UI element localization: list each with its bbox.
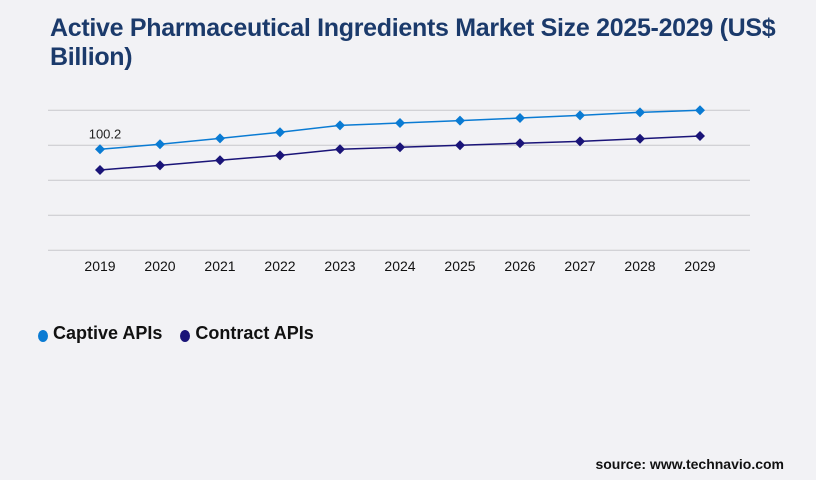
data-point bbox=[695, 131, 705, 142]
data-point bbox=[95, 164, 105, 175]
x-tick-label: 2019 bbox=[84, 258, 115, 274]
x-tick-label: 2026 bbox=[504, 258, 535, 274]
x-tick-label: 2020 bbox=[144, 258, 175, 274]
x-tick-label: 2028 bbox=[624, 258, 655, 274]
x-tick-label: 2029 bbox=[684, 258, 715, 274]
legend-label-captive: Captive APIs bbox=[53, 323, 163, 343]
legend-item-contract[interactable]: Contract APIs bbox=[180, 323, 314, 344]
x-tick-label: 2022 bbox=[264, 258, 295, 274]
data-point bbox=[515, 113, 525, 124]
data-point bbox=[395, 117, 405, 128]
legend-marker-contract bbox=[180, 329, 191, 342]
x-tick-label: 2023 bbox=[324, 258, 355, 274]
data-point bbox=[275, 127, 285, 138]
data-point bbox=[515, 138, 525, 149]
legend-item-captive[interactable]: Captive APIs bbox=[38, 323, 162, 344]
data-point bbox=[635, 107, 645, 118]
data-point bbox=[215, 155, 225, 166]
data-point bbox=[395, 142, 405, 153]
data-point bbox=[275, 150, 285, 161]
x-tick-label: 2024 bbox=[384, 258, 415, 274]
data-point bbox=[335, 144, 345, 155]
line-chart: 2019 2020 2021 2022 2023 2024 2025 2026 2027 2028… bbox=[48, 105, 750, 274]
legend-marker-captive bbox=[38, 329, 48, 342]
data-point bbox=[155, 160, 165, 171]
data-point bbox=[575, 136, 585, 147]
chart-title: Active Pharmaceutical Ingredients Market… bbox=[50, 14, 776, 71]
legend-label-contract: Contract APIs bbox=[195, 323, 314, 343]
data-point bbox=[635, 133, 645, 144]
data-point bbox=[695, 105, 705, 116]
data-point bbox=[215, 133, 225, 144]
data-point bbox=[575, 110, 585, 121]
data-point bbox=[335, 120, 345, 131]
x-tick-label: 2027 bbox=[564, 258, 595, 274]
data-point bbox=[95, 144, 105, 155]
source-text: source: www.technavio.com bbox=[595, 456, 784, 472]
data-point bbox=[455, 140, 465, 151]
x-tick-label: 2021 bbox=[204, 258, 235, 274]
data-label: 100.2 bbox=[89, 126, 122, 141]
data-point bbox=[455, 115, 465, 126]
x-tick-label: 2025 bbox=[444, 258, 475, 274]
data-point bbox=[155, 139, 165, 150]
legend: Captive APIs Contract APIs bbox=[38, 323, 314, 344]
